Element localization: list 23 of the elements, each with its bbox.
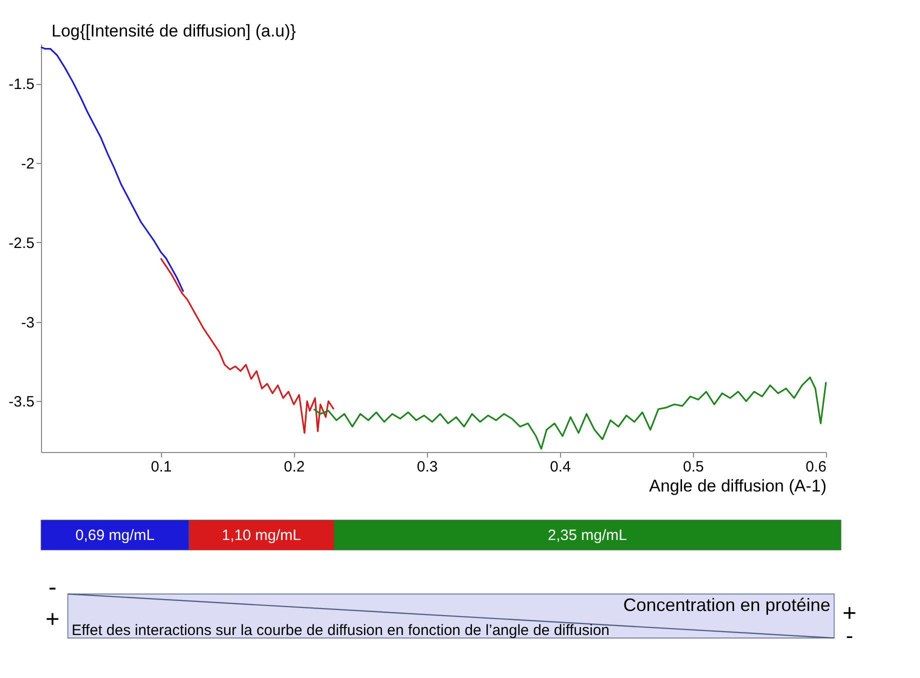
text: 0,69 mg/mL [75, 527, 155, 544]
text: - [48, 574, 56, 601]
x-tick-label: 0.6 [806, 458, 826, 476]
x-axis-title: Angle de diffusion (A-1) [649, 476, 826, 496]
text: Concentration en protéine [623, 595, 830, 615]
line-series [312, 376, 827, 450]
y-tick-label: -3 [21, 314, 34, 332]
y-tick-label: -2 [21, 156, 34, 173]
y-tick-label: -2.5 [8, 234, 34, 252]
x-tick-label: 0.2 [284, 458, 305, 476]
text: 2,35 mg/mL [548, 527, 628, 544]
x-tick-label: 0.3 [416, 458, 438, 476]
y-tick-label: -3.5 [8, 394, 34, 411]
x-tick-label: 0.1 [150, 458, 172, 476]
text: + [45, 606, 60, 633]
x-tick-label: 0.4 [550, 458, 571, 476]
line-series [40, 46, 184, 292]
text: 1,10 mg/mL [222, 527, 302, 544]
y-tick-label: -1.5 [8, 76, 34, 94]
text: Effet des interactions sur la courbe de diffusion en fonction de l’angle de diffusion [72, 622, 610, 639]
line-series [160, 258, 335, 434]
x-tick-label: 0.5 [683, 458, 704, 476]
y-axis-title: Log{[Intensité de diffusion] (a.u)} [52, 22, 296, 40]
